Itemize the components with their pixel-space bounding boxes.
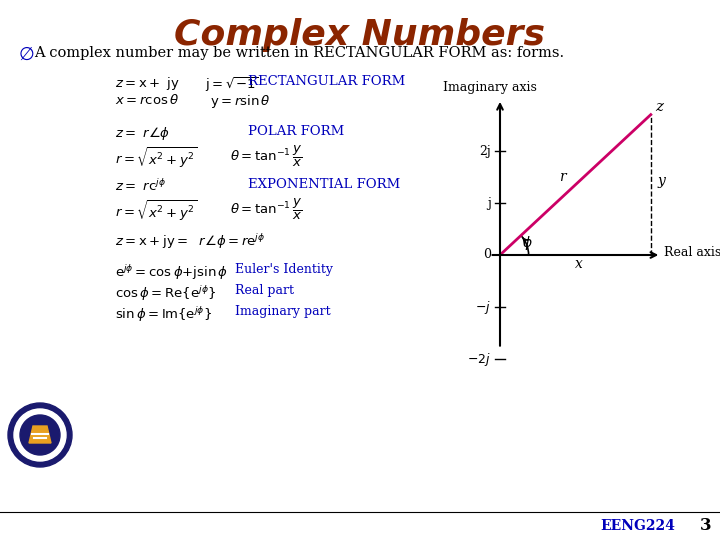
Text: $-j$: $-j$ [475, 299, 491, 315]
Text: $-2j$: $-2j$ [467, 350, 491, 368]
Text: $\varnothing$: $\varnothing$ [18, 46, 35, 64]
Text: $\theta{=}\tan^{-1}\dfrac{y}{x}$: $\theta{=}\tan^{-1}\dfrac{y}{x}$ [230, 144, 302, 169]
Text: $z = \mathrm{x}+\ \mathrm{jy}$: $z = \mathrm{x}+\ \mathrm{jy}$ [115, 75, 180, 92]
Text: x: x [575, 257, 583, 271]
Text: $r = \sqrt{x^2 + y^2}$: $r = \sqrt{x^2 + y^2}$ [115, 199, 198, 223]
Text: $\mathrm{j}{=}\sqrt{-1}$: $\mathrm{j}{=}\sqrt{-1}$ [205, 75, 258, 94]
Circle shape [8, 403, 72, 467]
Text: POLAR FORM: POLAR FORM [248, 125, 344, 138]
Text: Imaginary part: Imaginary part [235, 305, 330, 318]
Text: Real part: Real part [235, 284, 294, 297]
Text: $z = \mathrm{x} + \mathrm{jy}{=}\ \ r\angle\phi = r\mathrm{e}^{j\phi}$: $z = \mathrm{x} + \mathrm{jy}{=}\ \ r\an… [115, 232, 265, 251]
Text: j: j [487, 197, 491, 210]
Text: Real axis: Real axis [664, 246, 720, 260]
Text: z: z [654, 99, 663, 113]
Circle shape [14, 409, 66, 461]
Text: $\sin\phi = \mathrm{Im}\left\{\mathrm{e}^{j\phi}\right\}$: $\sin\phi = \mathrm{Im}\left\{\mathrm{e}… [115, 305, 212, 324]
Text: r: r [559, 170, 566, 184]
Text: Complex Numbers: Complex Numbers [174, 18, 546, 52]
Text: EXPONENTIAL FORM: EXPONENTIAL FORM [248, 178, 400, 191]
Text: $\phi$: $\phi$ [522, 234, 533, 252]
Text: Imaginary axis: Imaginary axis [443, 81, 537, 94]
Text: $r = \sqrt{x^2 + y^2}$: $r = \sqrt{x^2 + y^2}$ [115, 146, 198, 170]
Text: 2j: 2j [480, 145, 491, 158]
Text: $z{=}\ r\mathrm{c}^{j\phi}$: $z{=}\ r\mathrm{c}^{j\phi}$ [115, 178, 166, 194]
Text: $\cos\phi = \mathrm{Re}\left\{\mathrm{e}^{j\phi}\right\}$: $\cos\phi = \mathrm{Re}\left\{\mathrm{e}… [115, 284, 217, 303]
Text: $\theta{=}\tan^{-1}\dfrac{y}{x}$: $\theta{=}\tan^{-1}\dfrac{y}{x}$ [230, 197, 302, 222]
Text: Euler's Identity: Euler's Identity [235, 263, 333, 276]
Text: $x = r\cos\theta$: $x = r\cos\theta$ [115, 93, 179, 107]
Text: EENG224: EENG224 [600, 519, 675, 533]
Text: RECTANGULAR FORM: RECTANGULAR FORM [248, 75, 405, 88]
Polygon shape [29, 426, 51, 443]
Text: $\mathrm{e}^{j\phi}{=}\cos\phi{+}\mathrm{j}\sin\phi$: $\mathrm{e}^{j\phi}{=}\cos\phi{+}\mathrm… [115, 263, 228, 282]
Circle shape [20, 415, 60, 455]
Text: A complex number may be written in RECTANGULAR FORM as: forms.: A complex number may be written in RECTA… [34, 46, 564, 60]
Text: $z{=}\ r\angle\phi$: $z{=}\ r\angle\phi$ [115, 125, 170, 142]
Text: 0: 0 [483, 248, 491, 261]
Text: y: y [658, 174, 666, 188]
Text: $\mathrm{y} = r\sin\theta$: $\mathrm{y} = r\sin\theta$ [210, 93, 271, 110]
Text: 3: 3 [700, 517, 711, 535]
